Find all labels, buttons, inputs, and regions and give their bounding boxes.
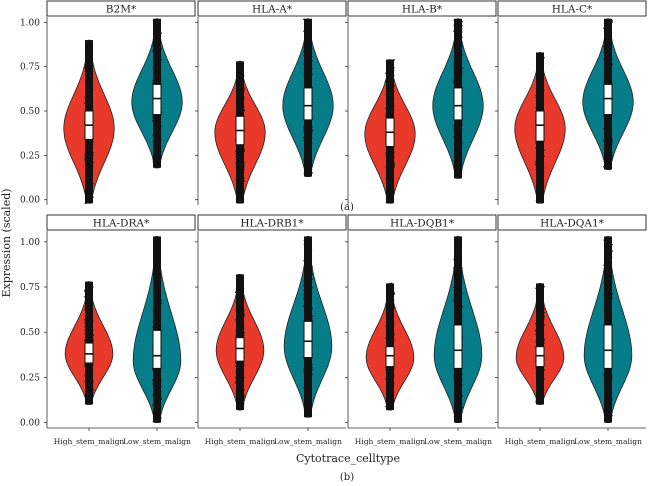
y-tick-label: 0.00 (20, 196, 40, 206)
iqr-box (152, 329, 162, 369)
y-tick-label: 0.75 (20, 63, 40, 73)
facet-title: HLA-DRB1* (240, 218, 304, 230)
iqr-box (453, 324, 463, 369)
y-tick-label: 0.25 (20, 151, 40, 161)
facet-panels: 0.00 0.25 0.50 0.75 1.00 B2M* HLA-A* HLA-B* HLA-… (20, 0, 647, 446)
y-tick-label: 0.25 (20, 373, 40, 383)
iqr-box (453, 87, 463, 121)
facet-panel: HLA-B* (345, 0, 497, 205)
x-tick-label: High_stem_malign (505, 437, 576, 446)
whisker-bar (153, 236, 161, 423)
panel-label-b: (b) (340, 472, 354, 483)
y-tick-label: 0.00 (20, 419, 40, 429)
iqr-box (84, 342, 94, 364)
x-tick-label: High_stem_malign (54, 437, 125, 446)
y-tick-label: 0.75 (20, 283, 40, 293)
panel-label-a: (a) (340, 202, 354, 213)
facet-panel: HLA-C* (495, 0, 647, 205)
x-axis-title: Cytotrace_celltype (296, 452, 400, 465)
facet-strip (497, 0, 647, 17)
x-tick-label: Low_stem_malign (123, 437, 191, 446)
facet-title: HLA-DRA* (93, 218, 150, 230)
iqr-box (535, 346, 545, 368)
iqr-box (385, 346, 395, 368)
facet-title: HLA-B* (402, 4, 443, 16)
facet-title: HLA-DQA1* (540, 218, 605, 230)
facet-panel: B2M* (44, 0, 196, 205)
facet-strip (197, 0, 347, 17)
iqr-box (535, 110, 545, 142)
facet-title: HLA-DQB1* (390, 218, 455, 230)
facet-title: B2M* (106, 4, 137, 16)
x-tick-label: High_stem_malign (205, 437, 276, 446)
y-tick-label: 0.50 (20, 328, 40, 338)
y-tick-label: 1.00 (20, 18, 40, 28)
iqr-box (603, 83, 613, 116)
x-tick-label: Low_stem_malign (274, 437, 342, 446)
y-axis-title: Expression (scaled) (0, 188, 13, 297)
iqr-box (303, 320, 313, 359)
whisker-bar (536, 283, 544, 405)
facet-strip (46, 214, 196, 231)
facet-title: HLA-C* (552, 4, 593, 16)
facet-title: HLA-A* (252, 4, 293, 16)
facet-strip (46, 0, 196, 17)
iqr-box (152, 83, 162, 116)
x-tick-label: Low_stem_malign (424, 437, 492, 446)
iqr-box (303, 87, 313, 121)
iqr-box (235, 337, 245, 362)
x-tick-label: High_stem_malign (355, 437, 426, 446)
iqr-box (603, 324, 613, 369)
y-tick-label: 1.00 (20, 238, 40, 248)
facet-strip (347, 0, 497, 17)
facet-panel: HLA-A* (195, 0, 347, 205)
x-tick-label: Low_stem_malign (574, 437, 642, 446)
y-tick-label: 0.50 (20, 107, 40, 117)
